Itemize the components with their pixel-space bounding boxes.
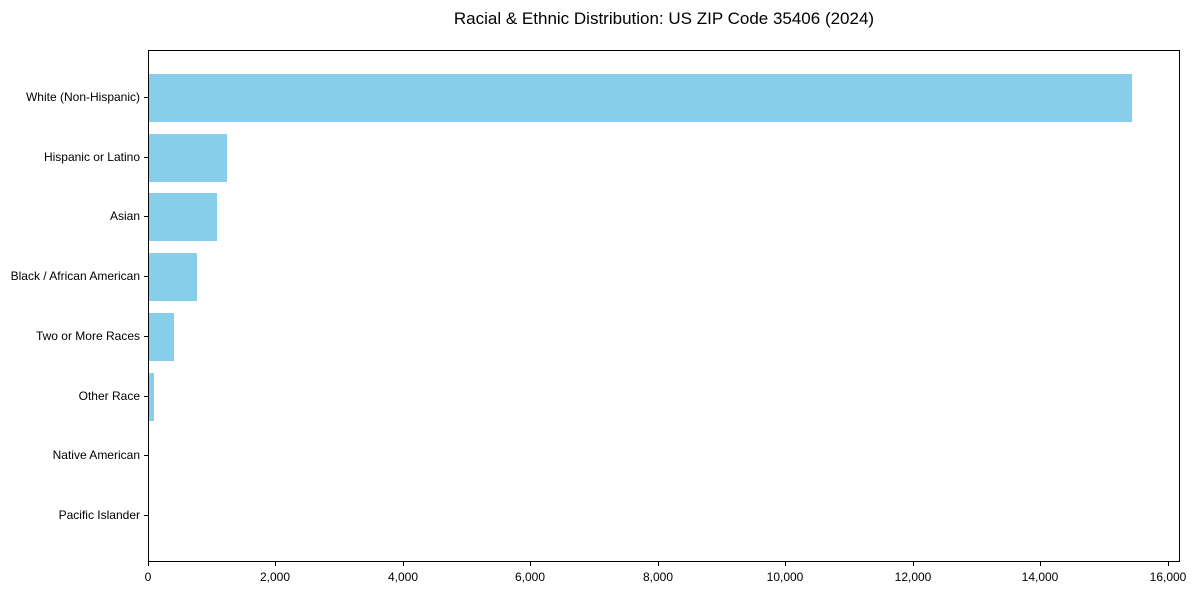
x-tick-mark xyxy=(530,562,531,566)
x-tick-mark xyxy=(785,562,786,566)
y-axis-label: Two or More Races xyxy=(35,328,140,343)
y-tick-mark xyxy=(144,395,148,397)
x-tick-label: 4,000 xyxy=(387,570,419,584)
bar xyxy=(149,133,227,182)
y-axis-label: White (Non-Hispanic) xyxy=(25,90,140,104)
plot-area xyxy=(148,50,1180,562)
y-axis-label: Pacific Islander xyxy=(58,508,140,522)
y-axis-label: Native American xyxy=(52,448,140,463)
y-axis-label: Asian xyxy=(109,209,140,224)
y-tick-mark xyxy=(144,455,148,457)
bar xyxy=(149,312,174,361)
x-tick-label: 6,000 xyxy=(514,570,546,584)
x-tick-mark xyxy=(658,562,659,566)
x-tick-mark xyxy=(1168,562,1169,566)
y-tick-mark xyxy=(144,216,148,218)
x-tick-mark xyxy=(1040,562,1041,566)
y-tick-mark xyxy=(144,335,148,337)
x-tick-mark xyxy=(148,562,149,566)
y-tick-mark xyxy=(144,276,148,278)
y-axis-label: Black / African American xyxy=(10,269,140,284)
y-tick-mark xyxy=(144,97,148,98)
bar xyxy=(149,74,1132,122)
bar xyxy=(149,372,154,421)
chart-title: Racial & Ethnic Distribution: US ZIP Cod… xyxy=(453,9,875,28)
x-tick-label: 16,000 xyxy=(1149,570,1187,584)
x-tick-label: 0 xyxy=(144,570,152,584)
y-axis-label: Hispanic or Latino xyxy=(43,149,140,164)
x-tick-label: 8,000 xyxy=(642,570,674,584)
x-tick-label: 12,000 xyxy=(894,570,932,584)
y-tick-mark xyxy=(144,515,148,516)
y-tick-mark xyxy=(144,156,148,158)
x-tick-label: 10,000 xyxy=(766,570,804,584)
x-tick-label: 2,000 xyxy=(259,570,291,584)
x-tick-mark xyxy=(913,562,914,566)
x-tick-mark xyxy=(275,562,276,566)
x-tick-mark xyxy=(403,562,404,566)
bar xyxy=(149,193,217,242)
bar xyxy=(149,253,197,302)
x-tick-label: 14,000 xyxy=(1021,570,1059,584)
y-axis-label: Other Race xyxy=(78,388,140,403)
